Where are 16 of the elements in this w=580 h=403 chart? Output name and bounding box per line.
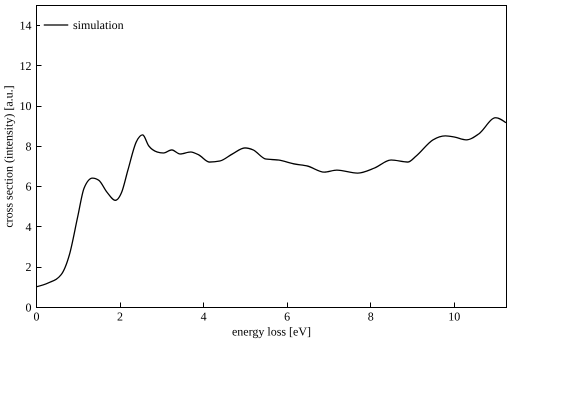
- x-tick-label: 6: [284, 310, 290, 324]
- y-tick-label: 10: [20, 99, 32, 114]
- y-tick-label: 14: [20, 18, 32, 33]
- x-tick-label: 8: [368, 310, 374, 324]
- y-tick-label: 0: [26, 300, 32, 314]
- y-tick-label: 2: [26, 260, 32, 274]
- x-tick-label: 2: [117, 310, 124, 324]
- legend-label: simulation: [73, 18, 124, 32]
- y-tick-label: 12: [20, 58, 32, 73]
- x-axis-title: energy loss [eV]: [232, 324, 312, 338]
- y-axis-title: cross section (intensity) [a.u.]: [2, 85, 16, 228]
- y-tick-label: 6: [26, 180, 32, 194]
- x-tick-label: 10: [448, 310, 460, 324]
- x-tick-label: 4: [200, 310, 207, 324]
- y-tick-label: 4: [26, 220, 32, 234]
- y-tick-label: 8: [26, 139, 32, 154]
